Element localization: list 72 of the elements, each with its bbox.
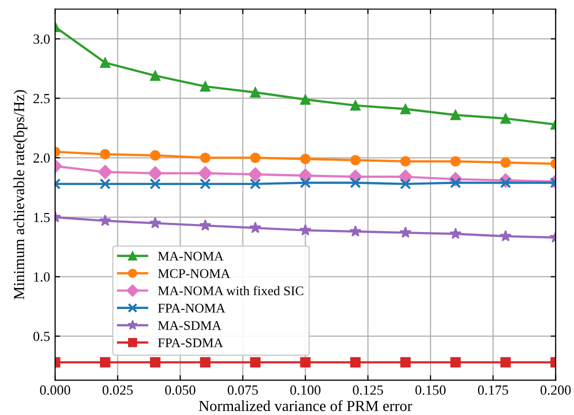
point	[400, 178, 412, 190]
legend-label: FPA-NOMA	[158, 304, 226, 313]
point	[100, 178, 111, 190]
point	[500, 157, 511, 168]
x-tick-label: 0.150	[415, 385, 446, 395]
point	[100, 57, 110, 68]
point	[248, 167, 262, 182]
y-tick-label: 2.5	[33, 94, 50, 104]
y-tick-label: 0.5	[33, 332, 50, 342]
point	[350, 100, 361, 111]
point	[349, 225, 362, 237]
point	[400, 104, 411, 114]
point	[198, 166, 212, 180]
legend-label: MA-NOMA	[158, 252, 224, 261]
point	[450, 177, 462, 188]
point	[150, 70, 160, 81]
point	[100, 357, 110, 368]
x-tick-label: 0.000	[40, 385, 70, 395]
point	[450, 110, 461, 120]
point	[200, 81, 210, 92]
point	[99, 214, 112, 226]
point	[200, 357, 210, 368]
point	[299, 224, 312, 236]
x-axis-title: Normalized variance of PRM error	[198, 400, 412, 412]
point	[500, 357, 511, 368]
legend-label: FPA-SDMA	[158, 338, 224, 348]
point	[350, 357, 361, 368]
point	[300, 94, 311, 105]
point	[300, 357, 311, 368]
legend-label: MCP-NOMA	[158, 269, 230, 278]
point	[350, 177, 361, 188]
point	[400, 156, 411, 167]
x-tick-label: 0.200	[540, 385, 571, 395]
point	[450, 228, 462, 240]
x-tick-label: 0.025	[102, 385, 133, 395]
point	[100, 148, 110, 160]
legend-label: MA-NOMA with fixed SIC	[158, 286, 304, 296]
point	[150, 150, 160, 161]
point	[150, 178, 161, 190]
legend-label: MA-SDMA	[158, 321, 222, 330]
point	[400, 357, 411, 368]
x-tick-label: 0.125	[352, 385, 384, 395]
point	[250, 87, 261, 98]
point	[150, 357, 160, 368]
point	[398, 170, 413, 184]
point	[249, 222, 262, 234]
y-axis-title: Minimum achievable rate(bps/Hz)	[13, 90, 28, 300]
point	[450, 357, 461, 368]
point	[500, 230, 512, 242]
x-tick-label: 0.075	[228, 385, 258, 395]
y-tick-label: 1.5	[34, 212, 50, 222]
point	[250, 178, 261, 190]
y-tick-label: 3.0	[34, 34, 50, 44]
point	[500, 113, 511, 124]
point	[250, 357, 261, 368]
point	[148, 166, 162, 180]
x-tick-label: 0.175	[478, 385, 508, 395]
point	[199, 219, 212, 231]
y-tick-label: 1.0	[34, 272, 50, 282]
point	[399, 226, 412, 238]
point	[250, 152, 261, 163]
y-tick-label: 2.0	[33, 153, 50, 163]
point	[450, 156, 461, 167]
point	[200, 152, 210, 163]
point	[300, 177, 311, 188]
point	[149, 216, 162, 228]
x-tick-label: 0.100	[290, 385, 320, 395]
point	[98, 164, 112, 180]
x-tick-label: 0.050	[165, 385, 196, 395]
point	[200, 178, 211, 190]
point	[300, 154, 311, 164]
point	[350, 154, 361, 166]
